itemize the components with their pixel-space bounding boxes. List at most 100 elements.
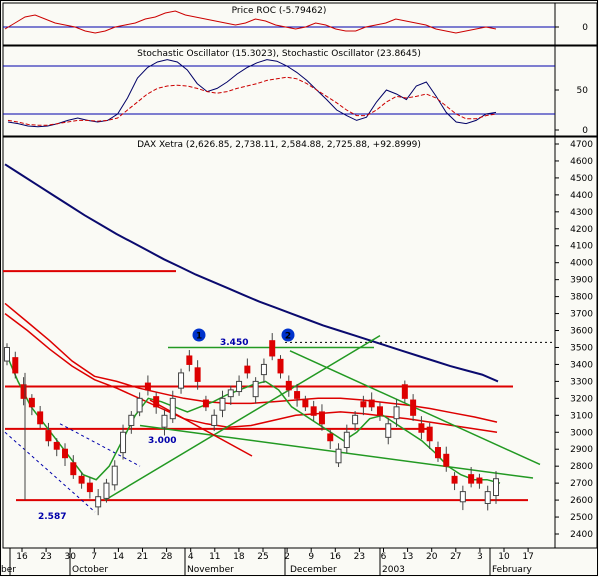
dax-annotation-2587: 2.587 — [38, 512, 66, 522]
dax-title: DAX Xetra (2,626.85, 2,738.11, 2,584.88,… — [137, 140, 421, 150]
dax-ytick-label-18: 4200 — [570, 225, 593, 235]
dax-ytick-label-0: 2400 — [570, 530, 593, 540]
dax-ytick-label-9: 3300 — [570, 377, 593, 387]
dax-annotation-3450: 3.450 — [220, 338, 248, 348]
dax-candle-body — [120, 431, 127, 454]
dax-xtick-label-11: 2 — [284, 552, 290, 562]
dax-candle-body — [459, 491, 466, 503]
dax-month-label-0: ber — [1, 565, 16, 575]
dax-candle-body — [244, 365, 251, 374]
dax-ytick-label-19: 4300 — [570, 208, 593, 218]
dax-candle-body — [202, 399, 209, 408]
dax-candle-body — [20, 384, 27, 399]
dax-ytick-label-14: 3800 — [570, 293, 593, 303]
dax-candle-body — [236, 380, 243, 393]
dax-candle-body — [484, 491, 491, 504]
dax-trendline-0 — [104, 334, 381, 501]
dax-candle-body — [294, 391, 301, 399]
dax-candle-body — [327, 433, 334, 442]
dax-candle-body — [434, 447, 441, 459]
dax-candle-body — [376, 406, 383, 416]
dax-xtick-label-3: 7 — [91, 552, 97, 562]
dax-month-label-4: 2003 — [382, 565, 405, 575]
dax-xtick-label-10: 25 — [257, 552, 268, 562]
dax-candle-body — [277, 358, 284, 374]
dax-ytick-label-13: 3700 — [570, 310, 593, 320]
dax-candle-body — [62, 448, 69, 459]
dax-annotation-3000: 3.000 — [148, 436, 176, 446]
dax-candle-body — [95, 496, 102, 508]
dax-xtick-label-1: 23 — [40, 552, 51, 562]
dax-candle-body — [45, 430, 52, 442]
dax-xtick-label-9: 18 — [233, 552, 245, 562]
dax-ytick-label-7: 3100 — [570, 411, 593, 421]
dax-ma-long-line — [4, 163, 499, 383]
stoch-ytick-label-1: 50 — [577, 86, 589, 96]
dax-ytick-label-4: 2800 — [570, 462, 593, 472]
dax-candle-body — [136, 397, 143, 413]
dax-candle-body — [78, 475, 85, 484]
dax-candle-body — [186, 355, 193, 365]
dax-candle-body — [385, 423, 392, 438]
dax-candle-body — [343, 431, 350, 449]
dax-candle-body — [285, 380, 292, 391]
dax-candle-body — [335, 448, 342, 464]
dax-xtick-label-21: 17 — [522, 552, 533, 562]
dax-xtick-label-16: 13 — [402, 552, 413, 562]
dax-ytick-label-12: 3600 — [570, 327, 593, 337]
dax-candle-body — [211, 414, 218, 426]
dax-xtick-label-7: 4 — [188, 552, 194, 562]
dax-candle-body — [410, 399, 417, 416]
dax-candle-body — [219, 397, 226, 411]
dax-month-label-5: February — [492, 565, 533, 575]
dax-xtick-label-6: 28 — [161, 552, 173, 562]
dax-candle-body — [144, 382, 151, 391]
dax-candle-body — [493, 478, 499, 497]
dax-ytick-label-22: 4600 — [570, 157, 593, 167]
dax-candle-body — [468, 474, 475, 484]
dax-xtick-label-13: 16 — [330, 552, 342, 562]
panel-frame-1 — [2, 45, 598, 137]
dax-candle-body — [426, 426, 433, 442]
dax-candle-body — [352, 414, 359, 425]
stoch-ytick-label-0: 0 — [582, 126, 588, 136]
dax-xtick-label-0: 16 — [16, 552, 28, 562]
dax-ytick-label-1: 2500 — [570, 513, 593, 523]
dax-candle-body — [178, 372, 185, 389]
dax-candle-body — [194, 367, 201, 382]
dax-ytick-label-20: 4400 — [570, 191, 593, 201]
dax-ytick-label-6: 3000 — [570, 428, 593, 438]
dax-candle-body — [310, 406, 317, 416]
dax-marker-label-1: 1 — [196, 332, 202, 342]
roc-ytick-label-0: 0 — [582, 23, 588, 33]
dax-candle-body — [37, 411, 44, 425]
dax-candle-body — [476, 477, 483, 484]
dax-xtick-label-12: 9 — [308, 552, 314, 562]
dax-ma-short-line — [4, 350, 501, 484]
dax-candle-body — [28, 397, 35, 408]
dax-ytick-label-10: 3400 — [570, 360, 593, 370]
dax-ytick-label-16: 4000 — [570, 259, 593, 269]
dax-ma-red-b-line — [4, 313, 498, 434]
dax-ytick-label-8: 3200 — [570, 394, 593, 404]
dax-candle-body — [443, 453, 450, 467]
dax-ytick-label-5: 2900 — [570, 445, 593, 455]
dax-candle-body — [111, 465, 118, 486]
dax-xtick-label-14: 23 — [354, 552, 365, 562]
dax-ytick-label-23: 4700 — [570, 140, 593, 150]
stoch-title: Stochastic Oscillator (15.3023), Stochas… — [137, 49, 421, 59]
dax-ytick-label-21: 4500 — [570, 174, 593, 184]
dax-candle-body — [161, 414, 168, 428]
roc-title: Price ROC (-5.79462) — [232, 6, 327, 16]
dax-xtick-label-19: 3 — [477, 552, 483, 562]
dax-month-label-1: October — [72, 565, 108, 575]
dax-candle-body — [451, 475, 458, 484]
dax-xtick-label-17: 20 — [426, 552, 438, 562]
dax-candle-body — [153, 396, 160, 408]
dax-candle-body — [53, 441, 60, 450]
dax-ytick-label-15: 3900 — [570, 276, 593, 286]
panel-frame-0 — [2, 2, 598, 46]
dax-candle-body — [227, 389, 234, 398]
